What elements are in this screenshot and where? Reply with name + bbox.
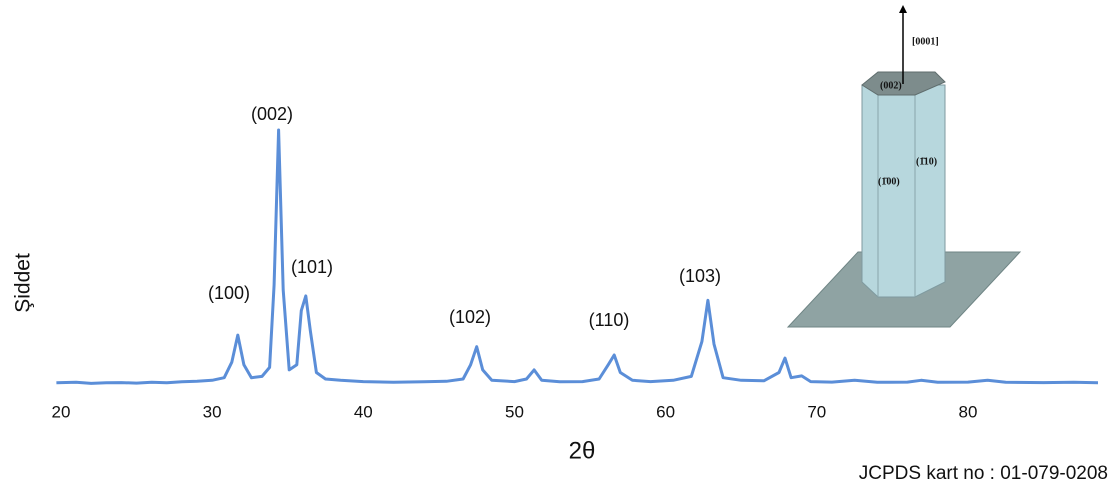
peak-label: (100) [208,283,250,303]
chart: [0001] (002) (1̄00) (1̄10) Şiddet 2θ JCP… [0,0,1117,489]
x-tick-label: 20 [51,402,70,421]
peak-label: (002) [251,104,293,124]
x-tick-label: 30 [203,402,222,421]
inset-direction: [0001] [912,36,939,47]
x-tick-label: 60 [656,402,675,421]
peak-label: (101) [291,257,333,277]
x-tick-label: 40 [354,402,373,421]
inset-side-face: (1̄10) [916,156,937,167]
peak-label: (110) [589,310,630,330]
x-axis-label: 2θ [569,437,596,464]
peak-label: (102) [449,307,491,327]
inset-front-face: (1̄00) [878,176,900,187]
x-tick-label: 80 [958,402,977,421]
crystal-inset: [0001] (002) (1̄00) (1̄10) [788,5,1020,327]
footnote: JCPDS kart no : 01-079-0208 [859,463,1108,484]
peak-label: (103) [679,266,721,286]
inset-top-face: (002) [880,80,902,91]
x-tick-label: 50 [505,402,524,421]
x-tick-label: 70 [807,402,826,421]
y-axis-label: Şiddet [12,253,35,313]
